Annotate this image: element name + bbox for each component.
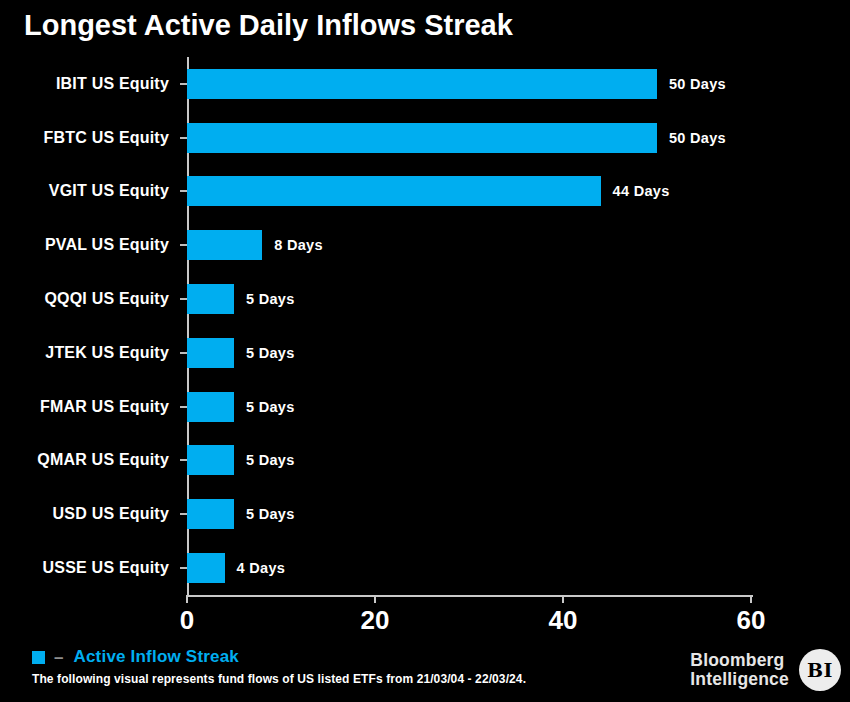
category-label: FMAR US Equity xyxy=(0,398,180,416)
legend: – Active Inflow Streak xyxy=(32,648,239,666)
bar xyxy=(187,445,234,475)
legend-label: Active Inflow Streak xyxy=(73,647,239,667)
bar-row: QQQI US Equity 5 Days xyxy=(0,272,850,326)
bloomberg-intelligence-logo: Bloomberg Intelligence BI xyxy=(690,649,841,691)
value-label: 5 Days xyxy=(246,506,295,522)
bar xyxy=(187,230,262,260)
bar-row: USD US Equity 5 Days xyxy=(0,487,850,541)
footnote: The following visual represents fund flo… xyxy=(32,672,642,686)
value-label: 5 Days xyxy=(246,345,295,361)
x-tick-label: 60 xyxy=(737,605,766,636)
chart-window: Longest Active Daily Inflows Streak IBIT… xyxy=(0,0,850,702)
bar-row: PVAL US Equity 8 Days xyxy=(0,218,850,272)
y-axis-tick xyxy=(180,298,187,300)
brand-wordmark: Bloomberg Intelligence xyxy=(690,651,789,689)
bar-rows-container: IBIT US Equity 50 Days FBTC US Equity 50 Da… xyxy=(0,57,850,595)
value-label: 5 Days xyxy=(246,399,295,415)
brand-line2: Intelligence xyxy=(690,670,789,689)
bar xyxy=(187,553,225,583)
bar xyxy=(187,338,234,368)
value-label: 44 Days xyxy=(613,183,670,199)
bar xyxy=(187,392,234,422)
bar xyxy=(187,69,657,99)
category-label: PVAL US Equity xyxy=(0,236,180,254)
category-label: IBIT US Equity xyxy=(0,75,180,93)
y-axis-tick xyxy=(180,244,187,246)
value-label: 8 Days xyxy=(274,237,323,253)
x-tick-mark xyxy=(186,595,188,603)
x-tick-mark xyxy=(562,595,564,603)
y-axis-tick xyxy=(180,459,187,461)
y-axis-tick xyxy=(180,137,187,139)
bar-row: IBIT US Equity 50 Days xyxy=(0,57,850,111)
y-axis-tick xyxy=(180,83,187,85)
bar-row: VGIT US Equity 44 Days xyxy=(0,165,850,219)
legend-separator: – xyxy=(54,651,63,664)
x-tick-label: 40 xyxy=(549,605,578,636)
bi-badge-icon: BI xyxy=(799,649,841,691)
bar-row: QMAR US Equity 5 Days xyxy=(0,434,850,488)
legend-swatch xyxy=(32,651,45,664)
brand-line1: Bloomberg xyxy=(690,651,789,670)
bar-row: FBTC US Equity 50 Days xyxy=(0,111,850,165)
bar xyxy=(187,123,657,153)
y-axis-tick xyxy=(180,406,187,408)
x-tick-label: 0 xyxy=(180,605,194,636)
category-label: USSE US Equity xyxy=(0,559,180,577)
category-label: QQQI US Equity xyxy=(0,290,180,308)
y-axis-tick xyxy=(180,190,187,192)
chart-title: Longest Active Daily Inflows Streak xyxy=(24,9,513,42)
bar-row: USSE US Equity 4 Days xyxy=(0,541,850,595)
x-tick-mark xyxy=(750,595,752,603)
category-label: JTEK US Equity xyxy=(0,344,180,362)
value-label: 5 Days xyxy=(246,452,295,468)
value-label: 4 Days xyxy=(237,560,286,576)
x-tick-mark xyxy=(374,595,376,603)
category-label: VGIT US Equity xyxy=(0,182,180,200)
value-label: 50 Days xyxy=(669,76,726,92)
bar-row: FMAR US Equity 5 Days xyxy=(0,380,850,434)
value-label: 5 Days xyxy=(246,291,295,307)
bi-badge-text: BI xyxy=(807,659,833,681)
bar xyxy=(187,176,601,206)
x-tick-label: 20 xyxy=(361,605,390,636)
bar xyxy=(187,284,234,314)
x-axis-ticks: 0204060 xyxy=(187,595,753,645)
y-axis-tick xyxy=(180,567,187,569)
y-axis-tick xyxy=(180,513,187,515)
bar xyxy=(187,499,234,529)
category-label: QMAR US Equity xyxy=(0,451,180,469)
bar-row: JTEK US Equity 5 Days xyxy=(0,326,850,380)
y-axis-tick xyxy=(180,352,187,354)
value-label: 50 Days xyxy=(669,130,726,146)
category-label: USD US Equity xyxy=(0,505,180,523)
category-label: FBTC US Equity xyxy=(0,129,180,147)
